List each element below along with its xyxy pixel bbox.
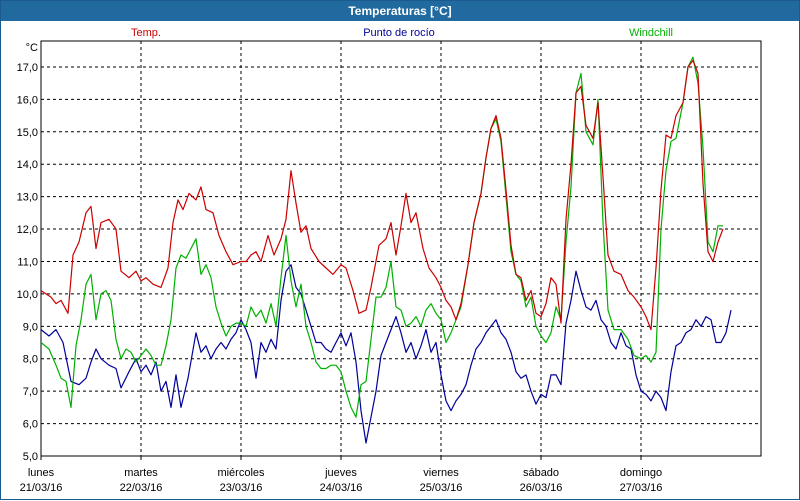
x-tick-day: viernes — [423, 467, 459, 479]
x-tick-date: 21/03/16 — [20, 482, 63, 494]
y-tick-label: 11,0 — [17, 256, 38, 268]
y-tick-label: 7,0 — [23, 386, 38, 398]
y-tick-label: 13,0 — [17, 192, 38, 204]
series-line-punto-de-roc-o — [40, 264, 732, 444]
series-line-temp- — [40, 59, 724, 331]
x-tick-day: domingo — [620, 467, 662, 479]
y-tick-label: 9,0 — [23, 321, 38, 333]
x-tick-day: jueves — [324, 467, 357, 479]
x-tick-date: 27/03/16 — [620, 482, 663, 494]
x-tick-day: martes — [124, 467, 158, 479]
y-tick-label: 8,0 — [23, 354, 38, 366]
y-tick-label: 14,0 — [17, 159, 38, 171]
x-tick-day: miércoles — [217, 467, 265, 479]
y-tick-label: 17,0 — [17, 62, 38, 74]
plot-area — [40, 40, 762, 457]
window-title: Temperaturas [°C] — [1, 1, 799, 21]
y-tick-label: 5,0 — [23, 451, 38, 463]
x-tick-date: 23/03/16 — [220, 482, 263, 494]
y-tick-label: 6,0 — [23, 419, 38, 431]
x-tick-day: lunes — [28, 467, 55, 479]
x-tick-date: 26/03/16 — [520, 482, 563, 494]
y-tick-label: 10,0 — [17, 289, 38, 301]
legend-label: Windchill — [629, 27, 673, 39]
y-axis-label: °C — [26, 42, 38, 54]
legend-label: Punto de rocío — [363, 27, 435, 39]
x-tick-date: 24/03/16 — [320, 482, 363, 494]
y-tick-label: 16,0 — [17, 94, 38, 106]
y-tick-label: 12,0 — [17, 224, 38, 236]
x-tick-date: 25/03/16 — [420, 482, 463, 494]
series-line-windchill — [40, 56, 723, 418]
x-tick-day: sábado — [523, 467, 559, 479]
legend-label: Temp. — [131, 27, 161, 39]
y-tick-label: 15,0 — [17, 127, 38, 139]
x-tick-date: 22/03/16 — [120, 482, 163, 494]
